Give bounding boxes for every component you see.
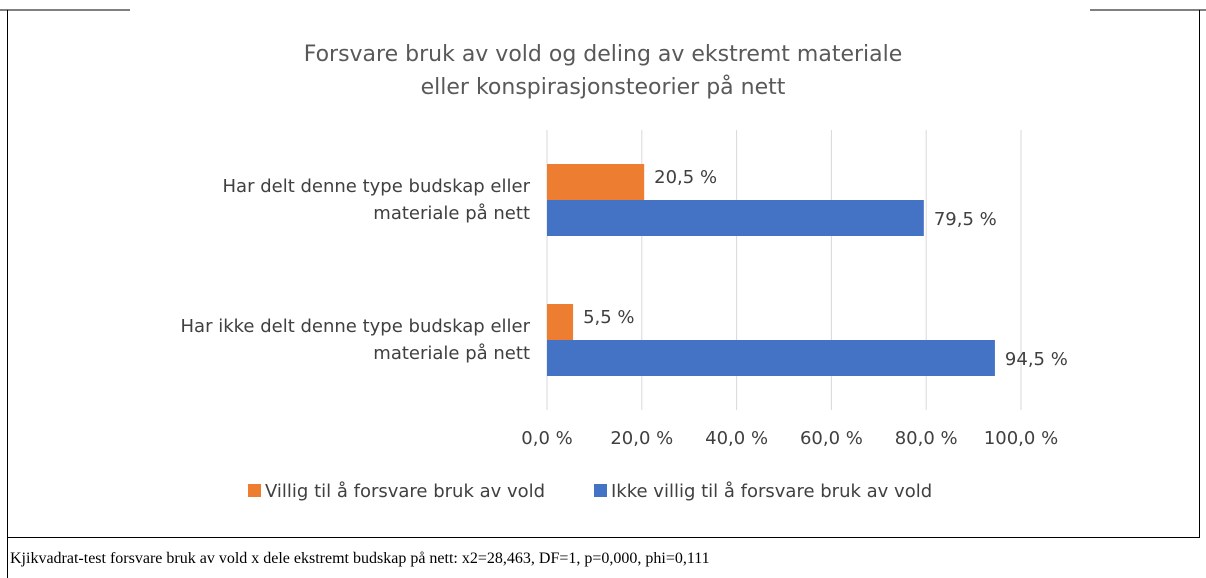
x-tick-label: 40,0 %	[705, 428, 768, 449]
x-tick-label: 0,0 %	[521, 428, 572, 449]
data-label: 20,5 %	[654, 167, 717, 188]
chart-title: Forsvare bruk av vold og deling av ekstr…	[303, 42, 903, 100]
x-tick-label: 20,0 %	[610, 428, 673, 449]
y-tick-label: Har delt denne type budskap eller materi…	[222, 176, 531, 224]
legend-swatch	[594, 484, 607, 497]
y-tick-label: Har ikke delt denne type budskap eller m…	[180, 316, 531, 364]
legend-label: Villig til å forsvare bruk av vold	[265, 481, 545, 502]
bar	[547, 200, 924, 236]
x-tick-label: 80,0 %	[895, 428, 958, 449]
legend-label: Ikke villig til å forsvare bruk av vold	[611, 481, 932, 502]
data-label: 79,5 %	[934, 209, 997, 230]
legend-swatch	[248, 484, 261, 497]
data-label: 94,5 %	[1005, 349, 1068, 370]
x-tick-label: 100,0 %	[984, 428, 1058, 449]
note: Kjikvadrat-test forsvare bruk av vold x …	[10, 550, 710, 567]
x-tick-label: 60,0 %	[800, 428, 863, 449]
bar	[547, 304, 574, 340]
bar	[547, 164, 645, 200]
data-label: 5,5 %	[583, 307, 634, 328]
bar	[547, 340, 995, 376]
